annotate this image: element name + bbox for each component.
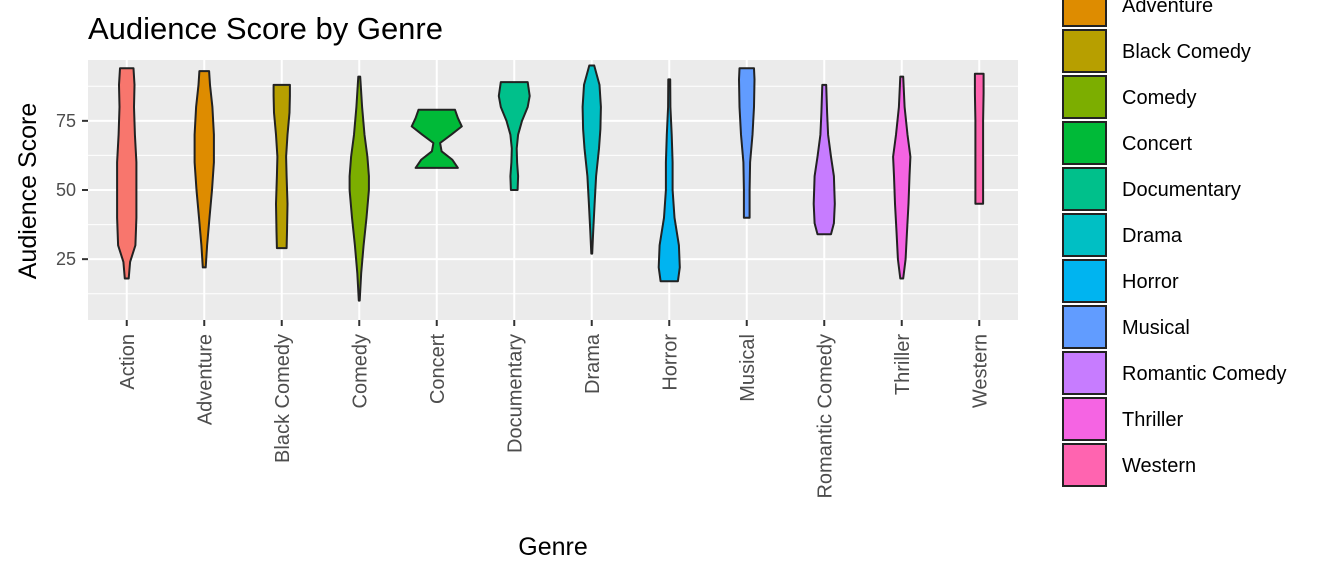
legend-swatch (1062, 75, 1107, 119)
legend-swatch (1062, 121, 1107, 165)
x-tick-label: Comedy (349, 334, 371, 408)
x-tick-label: Action (117, 334, 139, 390)
legend-swatch (1062, 0, 1107, 27)
violin-comedy (348, 75, 370, 302)
legend-label: Horror (1122, 271, 1179, 293)
violin-concert (410, 108, 463, 169)
legend-swatch (1062, 443, 1107, 487)
x-tick-label: Romantic Comedy (814, 334, 836, 499)
legend-swatch (1062, 397, 1107, 441)
legend-swatch (1062, 213, 1107, 257)
legend-label: Concert (1122, 133, 1192, 155)
violin-documentary (497, 81, 531, 191)
x-tick-label: Western (969, 334, 991, 408)
violin-thriller (892, 75, 912, 280)
legend-label: Documentary (1122, 179, 1241, 201)
x-tick-label: Musical (737, 334, 759, 402)
legend-label: Thriller (1122, 409, 1183, 431)
legend-swatch (1062, 305, 1107, 349)
y-tick-label: 25 (56, 249, 76, 269)
legend-label: Romantic Comedy (1122, 363, 1287, 385)
legend-swatch (1062, 259, 1107, 303)
x-tick-label: Drama (582, 333, 604, 394)
legend-label: Drama (1122, 225, 1183, 247)
chart-title: Audience Score by Genre (88, 11, 443, 46)
y-tick-label: 75 (56, 111, 76, 131)
legend-swatch (1062, 167, 1107, 211)
violin-action (116, 67, 138, 280)
x-tick-label: Black Comedy (272, 334, 294, 463)
axes-layer: 25 50 75 Action Adventure Black Comedy Comedy C… (56, 111, 991, 499)
legend-label: Musical (1122, 317, 1190, 339)
violin-adventure (193, 70, 215, 269)
violin-romantic-comedy (812, 83, 836, 236)
violin-drama (581, 64, 602, 255)
legend-label: Comedy (1122, 87, 1196, 109)
violin-musical (738, 67, 756, 219)
legend-label: Adventure (1122, 0, 1213, 17)
violin-western (973, 72, 985, 205)
y-tick-label: 50 (56, 180, 76, 200)
legend-label: Black Comedy (1122, 41, 1251, 63)
violins-layer (116, 64, 985, 302)
violin-black-comedy (272, 83, 291, 250)
x-tick-label: Documentary (504, 334, 526, 453)
x-tick-label: Concert (427, 334, 449, 404)
violin-horror (657, 78, 681, 283)
legend-swatch (1062, 29, 1107, 73)
legend: Adventure Black Comedy Comedy Concert Docume… (1062, 0, 1287, 487)
x-tick-label: Adventure (194, 334, 216, 425)
legend-swatch (1062, 351, 1107, 395)
legend-label: Western (1122, 455, 1196, 477)
x-axis-label: Genre (518, 533, 587, 561)
y-axis-label: Audience Score (14, 103, 42, 280)
x-tick-label: Horror (659, 334, 681, 391)
x-tick-label: Thriller (892, 334, 914, 395)
